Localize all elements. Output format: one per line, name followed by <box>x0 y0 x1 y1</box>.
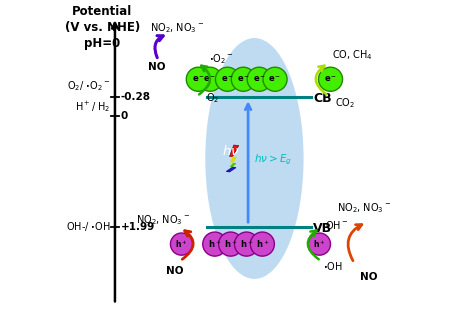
Text: $\mathbf{\cdot}$O$_2$$^-$: $\mathbf{\cdot}$O$_2$$^-$ <box>210 52 234 66</box>
Text: CB: CB <box>313 92 332 105</box>
Circle shape <box>198 67 222 91</box>
Circle shape <box>186 67 210 91</box>
Text: h$^+$: h$^+$ <box>255 238 269 250</box>
Text: NO: NO <box>166 266 184 276</box>
Text: NO$_2$, NO$_3$$^-$: NO$_2$, NO$_3$$^-$ <box>337 201 391 215</box>
Text: NO$_2$, NO$_3$$^-$: NO$_2$, NO$_3$$^-$ <box>150 22 204 36</box>
Text: e$^-$: e$^-$ <box>203 74 217 84</box>
Text: -0.28: -0.28 <box>121 92 151 102</box>
Text: +1.99: +1.99 <box>121 222 155 232</box>
Text: h$^+$: h$^+$ <box>240 238 253 250</box>
Text: $h\nu$: $h\nu$ <box>222 144 239 158</box>
Circle shape <box>250 232 274 256</box>
Polygon shape <box>230 156 237 163</box>
Circle shape <box>203 232 227 256</box>
Polygon shape <box>226 167 236 172</box>
Circle shape <box>216 67 239 91</box>
Text: 0: 0 <box>121 111 128 121</box>
Text: NO$_2$, NO$_3$$^-$: NO$_2$, NO$_3$$^-$ <box>137 213 191 227</box>
Text: e$^-$: e$^-$ <box>253 74 266 84</box>
Text: e$^-$: e$^-$ <box>324 74 337 84</box>
Circle shape <box>235 232 258 256</box>
Polygon shape <box>229 163 237 167</box>
Circle shape <box>219 232 243 256</box>
Text: OH-/ $\mathbf{\cdot}$OH: OH-/ $\mathbf{\cdot}$OH <box>65 220 110 233</box>
Text: OH$^-$: OH$^-$ <box>325 219 348 231</box>
Text: O$_2$: O$_2$ <box>206 91 219 105</box>
Text: h$^+$: h$^+$ <box>313 238 326 250</box>
Text: h$^+$: h$^+$ <box>175 238 188 250</box>
Text: H$^+$/ H$_2$: H$^+$/ H$_2$ <box>75 99 110 114</box>
Circle shape <box>263 67 287 91</box>
Text: e$^-$: e$^-$ <box>237 74 250 84</box>
Text: $\mathbf{\cdot}$OH: $\mathbf{\cdot}$OH <box>323 260 343 272</box>
Circle shape <box>231 67 255 91</box>
Text: h$^+$: h$^+$ <box>224 238 237 250</box>
Text: Potential
(V vs. NHE)
pH=0: Potential (V vs. NHE) pH=0 <box>64 5 140 50</box>
Circle shape <box>309 233 330 255</box>
Text: VB: VB <box>313 222 332 235</box>
Text: e$^-$: e$^-$ <box>191 74 205 84</box>
Text: CO, CH$_4$: CO, CH$_4$ <box>332 49 373 62</box>
Text: O$_2$/ $\mathbf{\cdot}$O$_2$$^-$: O$_2$/ $\mathbf{\cdot}$O$_2$$^-$ <box>67 80 110 94</box>
Ellipse shape <box>205 38 303 279</box>
Text: e$^-$: e$^-$ <box>268 74 282 84</box>
Text: CO$_2$: CO$_2$ <box>335 96 356 110</box>
Circle shape <box>319 67 343 91</box>
Text: $h\nu$$>$E$_g$: $h\nu$$>$E$_g$ <box>255 153 292 167</box>
Circle shape <box>247 67 271 91</box>
Circle shape <box>171 233 192 255</box>
Text: NO: NO <box>148 61 166 72</box>
Text: h$^+$: h$^+$ <box>208 238 222 250</box>
Text: e$^-$: e$^-$ <box>221 74 234 84</box>
Text: NO: NO <box>360 272 377 282</box>
Polygon shape <box>229 145 239 156</box>
